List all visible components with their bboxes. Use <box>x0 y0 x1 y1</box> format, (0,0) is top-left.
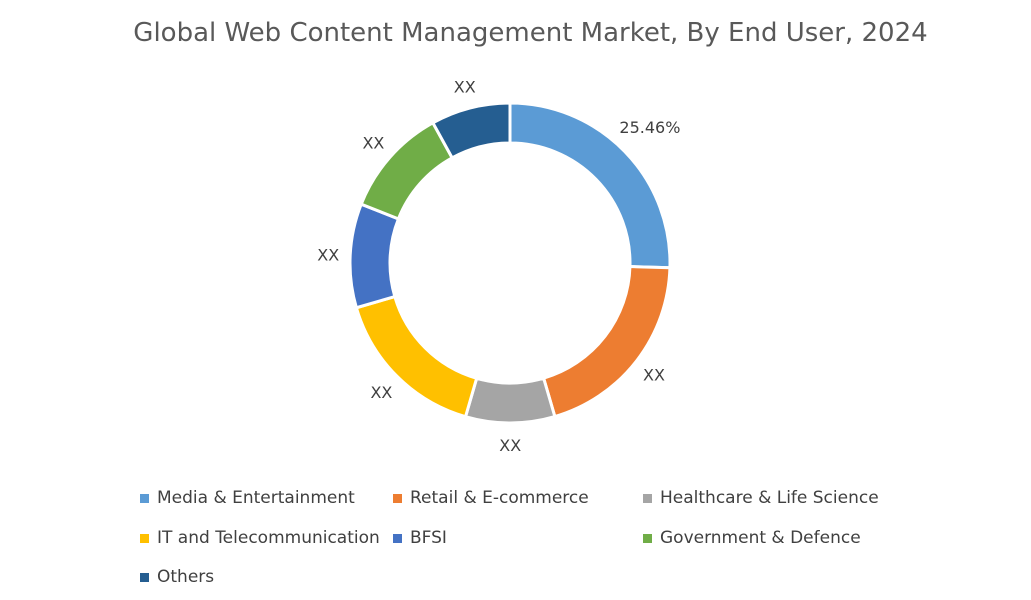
data-label-1: XX <box>643 365 665 384</box>
legend-item: Healthcare & Life Science <box>643 488 879 508</box>
legend-swatch <box>643 533 652 543</box>
legend-swatch <box>140 493 149 503</box>
data-label-6: XX <box>454 78 476 97</box>
slice-6 <box>430 101 512 160</box>
legend-item: Government & Defence <box>643 528 861 548</box>
legend-label: BFSI <box>410 528 447 548</box>
data-label-0: 25.46% <box>619 118 680 137</box>
slice-1 <box>541 265 672 419</box>
chart-title: Global Web Content Management Market, By… <box>133 18 928 48</box>
legend-label: Government & Defence <box>660 528 861 548</box>
legend-label: Others <box>157 567 215 587</box>
legend-item: Others <box>140 567 214 587</box>
data-label-2: XX <box>499 436 521 455</box>
legend-item: BFSI <box>393 528 447 548</box>
legend-item: Media & Entertainment <box>140 488 355 508</box>
slice-4 <box>348 202 401 310</box>
legend-swatch <box>643 493 652 503</box>
data-label-5: XX <box>362 134 384 153</box>
legend-swatch <box>140 533 149 543</box>
slice-2 <box>463 376 557 425</box>
data-label-4: XX <box>317 246 339 265</box>
legend-label: Retail & E-commerce <box>410 488 589 508</box>
legend-label: Media & Entertainment <box>157 488 355 508</box>
legend-label: Healthcare & Life Science <box>660 488 879 508</box>
legend-item: Retail & E-commerce <box>393 488 589 508</box>
legend-swatch <box>393 533 402 543</box>
data-label-3: XX <box>370 383 392 402</box>
legend-swatch <box>140 572 149 582</box>
legend-item: IT and Telecommunication <box>140 528 380 548</box>
legend-label: IT and Telecommunication <box>157 528 380 548</box>
legend-swatch <box>393 493 402 503</box>
